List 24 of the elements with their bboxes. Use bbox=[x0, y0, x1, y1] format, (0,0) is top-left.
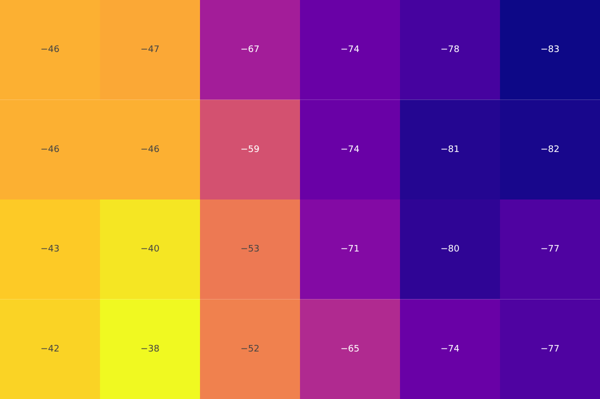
data-label: −42 bbox=[40, 344, 60, 354]
data-label: −81 bbox=[440, 144, 460, 155]
data-label: −74 bbox=[340, 45, 360, 56]
data-label: −74 bbox=[340, 144, 360, 155]
data-label: −43 bbox=[40, 244, 60, 255]
data-label: −52 bbox=[240, 344, 260, 354]
data-label: −53 bbox=[240, 244, 260, 255]
data-label: −38 bbox=[140, 344, 160, 354]
data-label: −74 bbox=[440, 344, 460, 354]
data-label: −77 bbox=[540, 344, 560, 354]
data-label: −46 bbox=[40, 45, 60, 56]
data-label: −78 bbox=[440, 45, 460, 56]
data-label: −46 bbox=[40, 144, 60, 155]
data-label: −47 bbox=[140, 45, 160, 56]
data-label: −59 bbox=[240, 144, 260, 155]
data-label: −71 bbox=[340, 244, 360, 255]
data-label: −77 bbox=[540, 244, 560, 255]
data-label: −83 bbox=[540, 45, 560, 56]
data-label: −80 bbox=[440, 244, 460, 255]
data-label: −65 bbox=[340, 344, 360, 354]
data-label: −82 bbox=[540, 144, 560, 155]
data-label: −40 bbox=[140, 244, 160, 255]
data-label: −67 bbox=[240, 45, 260, 56]
data-label: −46 bbox=[140, 144, 160, 155]
